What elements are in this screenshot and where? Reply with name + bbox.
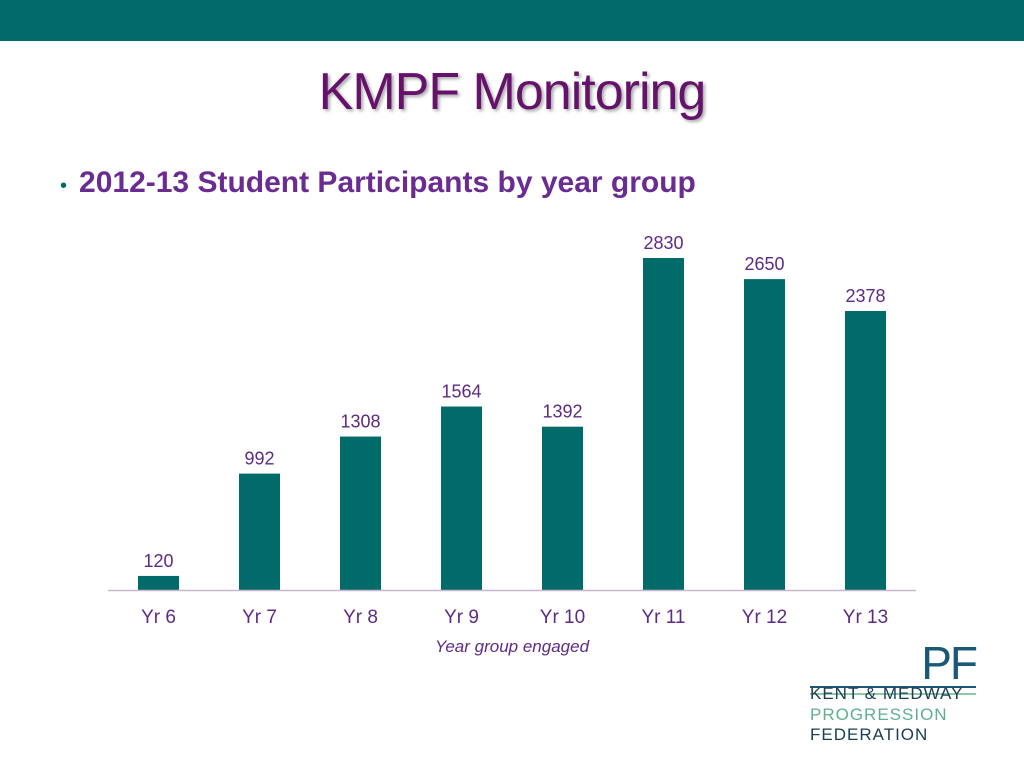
bar-yr-13	[845, 311, 886, 590]
data-labels-group: 120 992 1308 1564 1392 2830 2650 2378	[143, 233, 885, 571]
bar-yr-8	[340, 436, 381, 590]
logo-mark: PF	[921, 637, 978, 689]
x-tick-label: Yr 10	[540, 607, 585, 628]
x-tick-label: Yr 8	[343, 607, 378, 628]
top-color-band	[0, 0, 1024, 41]
kmpf-logo: PF KENT & MEDWAY PROGRESSION FEDERATION	[810, 636, 980, 746]
data-label: 2830	[643, 233, 683, 253]
bar-yr-12	[744, 279, 785, 590]
bars-group	[138, 258, 886, 590]
bullet-point: • 2012-13 Student Participants by year g…	[60, 166, 696, 200]
bar-yr-10	[542, 426, 583, 590]
logo-text-progression: PROGRESSION	[810, 705, 948, 724]
bullet-marker: •	[60, 175, 68, 197]
data-label: 1308	[340, 412, 380, 432]
logo-text-kent-medway: KENT & MEDWAY	[810, 684, 964, 703]
data-label: 120	[143, 551, 173, 571]
x-tick-label: Yr 13	[843, 607, 888, 628]
data-label: 1564	[441, 382, 481, 402]
x-tick-label: Yr 7	[242, 607, 277, 628]
data-label: 2378	[845, 286, 885, 306]
logo-text-federation: FEDERATION	[810, 725, 929, 744]
bar-yr-6	[138, 575, 179, 590]
slide-title: KMPF Monitoring	[318, 63, 707, 121]
x-tick-label: Yr 11	[641, 607, 685, 628]
data-label: 992	[244, 449, 274, 469]
x-axis-title: Year group engaged	[435, 637, 590, 656]
bar-yr-11	[643, 258, 684, 590]
logo-rule	[810, 686, 976, 688]
data-label: 1392	[542, 402, 582, 422]
x-tick-labels-group: Yr 6 Yr 7 Yr 8 Yr 9 Yr 10 Yr 11 Yr 12 Yr 13	[141, 607, 888, 628]
bullet-text: 2012-13 Student Participants by year gro…	[79, 166, 696, 199]
x-tick-label: Yr 12	[742, 607, 787, 628]
bar-yr-9	[441, 406, 482, 590]
x-tick-label: Yr 9	[444, 607, 479, 628]
logo-rule	[810, 693, 976, 695]
data-label: 2650	[744, 254, 784, 274]
bar-yr-7	[239, 473, 280, 590]
x-tick-label: Yr 6	[141, 607, 176, 628]
